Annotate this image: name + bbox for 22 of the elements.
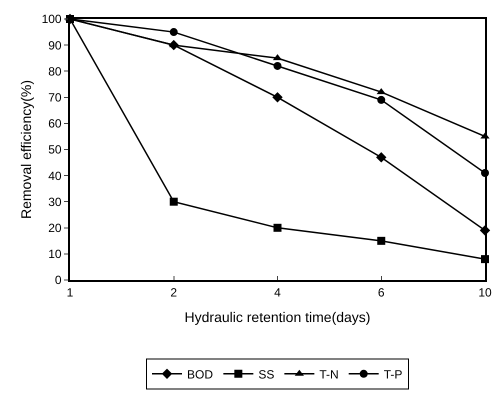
legend-label: BOD bbox=[187, 367, 214, 382]
y-tick-label: 70 bbox=[48, 90, 62, 104]
legend-label: SS bbox=[258, 367, 274, 382]
legend-label: T-N bbox=[319, 367, 339, 382]
y-axis-title: Removal efficiency(%) bbox=[18, 80, 34, 220]
x-tick-label: 10 bbox=[478, 285, 492, 300]
legend-label: T-P bbox=[384, 367, 402, 382]
y-tick-label: 30 bbox=[48, 194, 62, 209]
y-tick-label: 100 bbox=[42, 12, 62, 26]
y-tick-label: 10 bbox=[48, 247, 62, 262]
x-tick-label: 4 bbox=[274, 285, 282, 300]
x-tick-label: 6 bbox=[378, 285, 385, 300]
y-tick-label: 0 bbox=[54, 273, 62, 288]
y-tick-label: 20 bbox=[48, 221, 62, 235]
x-tick-label: 1 bbox=[66, 285, 74, 300]
x-axis-title: Hydraulic retention time(days) bbox=[184, 309, 370, 326]
y-tick-label: 90 bbox=[48, 38, 62, 52]
y-tick-label: 60 bbox=[48, 116, 62, 131]
y-tick-label: 40 bbox=[48, 168, 62, 183]
x-tick-label: 2 bbox=[170, 285, 178, 300]
y-tick-label: 50 bbox=[48, 142, 62, 157]
y-tick-label: 80 bbox=[48, 64, 62, 78]
